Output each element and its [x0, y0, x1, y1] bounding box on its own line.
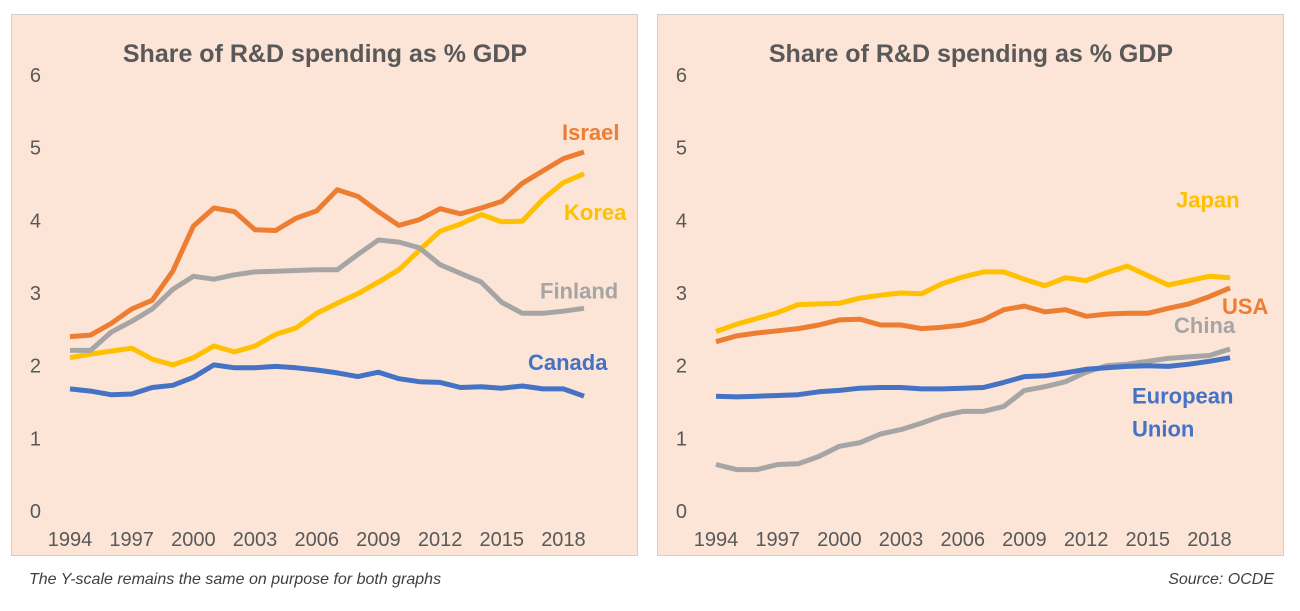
x-tick-label: 2015: [480, 529, 525, 551]
y-tick-label: 4: [676, 210, 687, 232]
y-tick-label: 4: [30, 210, 41, 232]
y-tick-label: 1: [30, 428, 41, 450]
series-label-finland: Finland: [540, 278, 618, 303]
x-tick-label: 2000: [171, 529, 216, 551]
series-line-israel: [69, 149, 585, 340]
y-tick-label: 3: [30, 283, 41, 305]
series-line-korea: [69, 171, 585, 368]
y-tick-label: 1: [676, 428, 687, 450]
x-tick-label: 2000: [817, 529, 862, 551]
footer-source: Source: OCDE: [1168, 571, 1274, 588]
x-tick-label: 2009: [1002, 529, 1047, 551]
series-line-china: [715, 346, 1231, 473]
y-tick-label: 6: [30, 65, 41, 87]
y-tick-label: 0: [676, 501, 687, 523]
left-chart-panel: Share of R&D spending as % GDP 0 1 2 3 4 5 6 199…: [11, 14, 638, 556]
series-line-canada: [69, 362, 585, 399]
chart-title: Share of R&D spending as % GDP: [123, 40, 527, 68]
y-tick-label: 5: [676, 138, 687, 160]
x-tick-label: 2018: [541, 529, 586, 551]
x-tick-label: 2003: [233, 529, 278, 551]
x-tick-label: 2003: [879, 529, 924, 551]
y-tick-label: 6: [676, 65, 687, 87]
x-tick-label: 1997: [755, 529, 800, 551]
series-label-israel: Israel: [562, 120, 620, 145]
right-chart-panel: Share of R&D spending as % GDP 0 1 2 3 4 5 6 199…: [657, 14, 1284, 556]
x-tick-label: 2009: [356, 529, 401, 551]
y-tick-label: 3: [676, 283, 687, 305]
x-tick-label: 2006: [294, 529, 339, 551]
series-label-canada: Canada: [528, 350, 608, 375]
series-line-finland: [70, 237, 585, 353]
x-tick-label: 1994: [48, 529, 93, 551]
footer-note: The Y-scale remains the same on purpose …: [29, 571, 442, 588]
x-tick-label: 1994: [694, 529, 739, 551]
y-tick-label: 2: [30, 356, 41, 378]
x-tick-label: 2012: [418, 529, 463, 551]
series-label-japan: Japan: [1176, 188, 1240, 213]
y-tick-label: 0: [30, 501, 41, 523]
x-tick-label: 2006: [940, 529, 985, 551]
y-tick-label: 5: [30, 138, 41, 160]
chart-title: Share of R&D spending as % GDP: [769, 40, 1173, 68]
y-tick-label: 2: [676, 356, 687, 378]
series-label-china: China: [1174, 313, 1236, 338]
series-line-european-union: [715, 355, 1231, 400]
x-tick-label: 2012: [1064, 529, 1109, 551]
series-label-korea: Korea: [564, 200, 627, 225]
series-label-usa: USA: [1222, 294, 1269, 319]
series-line-japan: [715, 263, 1231, 334]
series-line-usa: [715, 285, 1231, 345]
x-tick-label: 1997: [109, 529, 154, 551]
x-tick-label: 2015: [1126, 529, 1171, 551]
series-label-european-union: European Union: [1132, 384, 1233, 442]
left-chart: Share of R&D spending as % GDP 0 1 2 3 4 5 6 199…: [30, 40, 627, 551]
right-chart: Share of R&D spending as % GDP 0 1 2 3 4 5 6 199…: [676, 40, 1269, 551]
x-tick-label: 2018: [1187, 529, 1232, 551]
